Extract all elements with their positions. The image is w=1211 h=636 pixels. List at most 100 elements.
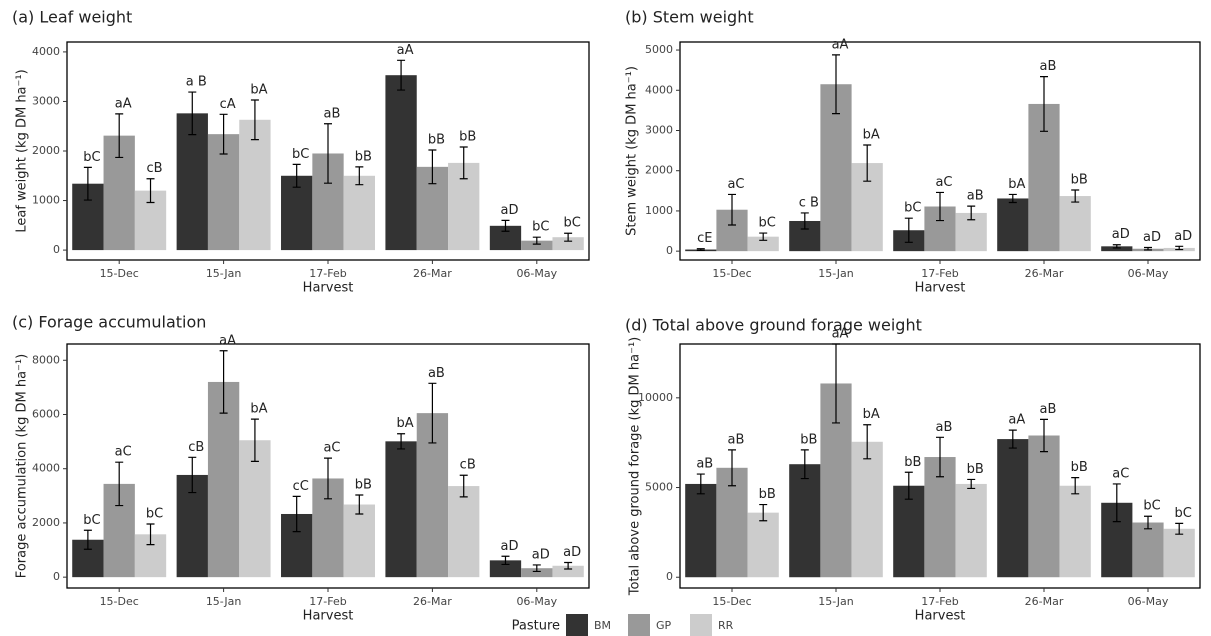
error-bar xyxy=(1175,245,1184,251)
error-bar xyxy=(219,113,228,155)
error-bar xyxy=(115,461,124,507)
significance-letter: aB xyxy=(728,432,745,447)
significance-letter: bC xyxy=(83,513,100,528)
error-bar xyxy=(355,494,364,515)
error-bar xyxy=(904,471,913,500)
y-tick-label: 0 xyxy=(53,570,60,583)
y-tick-label: 0 xyxy=(666,244,673,257)
significance-letter: aA xyxy=(1008,413,1025,428)
error-bar xyxy=(904,217,913,243)
x-axis-title: Harvest xyxy=(303,609,354,624)
error-bar xyxy=(1144,246,1152,251)
x-tick-label: 15-Jan xyxy=(818,267,854,280)
x-tick-label: 17-Feb xyxy=(921,267,958,280)
error-bar xyxy=(532,564,541,573)
error-bar xyxy=(1112,244,1121,249)
bar xyxy=(1163,528,1195,578)
y-axis-title: Leaf weight (kg DM ha⁻¹) xyxy=(15,69,30,232)
significance-letter: bB xyxy=(428,133,445,148)
significance-letter: bC xyxy=(83,150,100,165)
error-bar xyxy=(696,473,705,495)
y-tick-label: 8000 xyxy=(32,353,60,366)
y-tick-label: 4000 xyxy=(32,462,60,475)
significance-letter: aD xyxy=(500,539,518,554)
error-bar xyxy=(397,59,406,91)
significance-letter: aB xyxy=(1040,402,1057,417)
significance-letter: aD xyxy=(1174,229,1192,244)
legend-label: BM xyxy=(594,619,611,632)
y-tick-label: 1000 xyxy=(645,204,673,217)
bar xyxy=(685,483,717,578)
significance-letter: bB xyxy=(355,478,372,493)
x-axis-title: Harvest xyxy=(303,281,354,296)
bar xyxy=(747,236,779,252)
error-bar xyxy=(428,382,437,444)
x-tick-label: 17-Feb xyxy=(309,595,346,608)
error-bar xyxy=(146,523,155,546)
bar xyxy=(343,175,375,251)
x-tick-label: 26-Mar xyxy=(1025,595,1064,608)
x-tick-label: 15-Dec xyxy=(100,595,139,608)
error-bar xyxy=(759,232,768,241)
significance-letter: a B xyxy=(186,75,207,90)
error-bar xyxy=(355,166,364,186)
bar xyxy=(239,119,271,251)
error-bar xyxy=(1112,483,1121,523)
y-tick-label: 2000 xyxy=(645,164,673,177)
bar xyxy=(1059,196,1091,252)
panel-title: (b) Stem weight xyxy=(625,8,754,27)
x-tick-label: 15-Jan xyxy=(206,595,242,608)
x-tick-label: 26-Mar xyxy=(1025,267,1064,280)
error-bar xyxy=(1040,418,1048,453)
legend-label: RR xyxy=(718,619,734,632)
x-tick-label: 26-Mar xyxy=(413,595,452,608)
error-bar xyxy=(219,350,228,414)
significance-letter: aB xyxy=(696,457,713,472)
panel-title: (a) Leaf weight xyxy=(12,8,132,27)
error-bar xyxy=(1008,193,1017,204)
error-bar xyxy=(83,529,92,550)
x-tick-label: 06-May xyxy=(516,267,557,280)
bar xyxy=(521,568,553,578)
significance-letter: aA xyxy=(219,333,236,348)
legend-swatch xyxy=(690,614,712,636)
significance-letter: bC xyxy=(292,147,309,162)
error-bar xyxy=(832,343,840,424)
error-bar xyxy=(146,178,155,204)
significance-letter: bA xyxy=(397,416,414,431)
significance-letter: aD xyxy=(563,545,581,560)
legend-label: GP xyxy=(656,619,672,632)
error-bar xyxy=(759,503,768,522)
x-tick-label: 15-Dec xyxy=(100,267,139,280)
significance-letter: bC xyxy=(1175,506,1192,521)
significance-letter: bB xyxy=(904,455,921,470)
bar xyxy=(281,175,313,251)
significance-letter: aD xyxy=(532,547,550,562)
error-bar xyxy=(728,449,736,487)
y-tick-label: 2000 xyxy=(32,516,60,529)
bar xyxy=(239,440,271,578)
significance-letter: bB xyxy=(1071,173,1088,188)
error-bar xyxy=(936,191,944,222)
y-tick-label: 1000 xyxy=(32,194,60,207)
x-axis-title: Harvest xyxy=(915,281,966,296)
y-tick-label: 5000 xyxy=(645,43,673,56)
legend-swatch xyxy=(628,614,650,636)
error-bar xyxy=(800,212,809,230)
panel-title: (d) Total above ground forage weight xyxy=(625,316,922,335)
bar xyxy=(789,464,821,578)
error-bar xyxy=(501,219,510,232)
y-tick-label: 3000 xyxy=(32,94,60,107)
error-bar xyxy=(459,474,468,498)
error-bar xyxy=(250,99,259,141)
x-tick-label: 06-May xyxy=(1128,595,1169,608)
y-tick-label: 0 xyxy=(53,243,60,256)
significance-letter: cB xyxy=(188,440,204,455)
significance-letter: cC xyxy=(293,479,309,494)
significance-letter: aB xyxy=(967,189,984,204)
bar xyxy=(448,486,480,578)
significance-letter: aA xyxy=(832,327,849,342)
error-bar xyxy=(967,478,976,490)
bar xyxy=(1028,435,1060,578)
